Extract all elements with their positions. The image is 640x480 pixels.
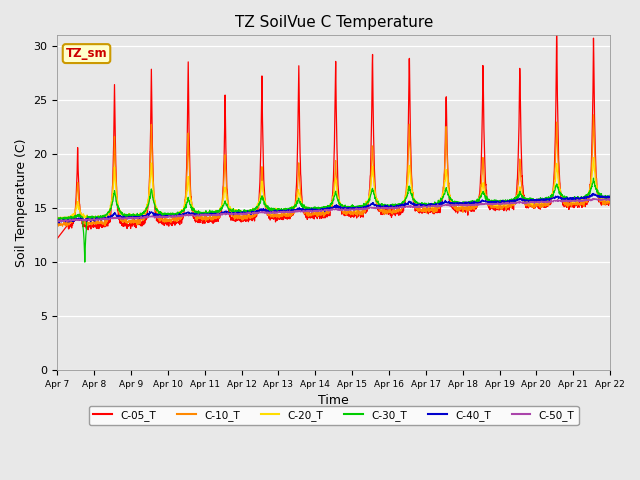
C-40_T [55, 220, 63, 226]
C-50_T [54, 219, 61, 225]
C-50_T [606, 197, 614, 203]
C-40_T [362, 204, 370, 210]
C-30_T [573, 196, 580, 202]
C-05_T [557, 195, 565, 201]
Text: TZ_sm: TZ_sm [66, 47, 108, 60]
C-05_T [350, 210, 358, 216]
C-10_T [589, 112, 597, 118]
Line: C-20_T: C-20_T [58, 157, 610, 220]
C-10_T [59, 223, 67, 229]
C-10_T [208, 217, 216, 223]
C-20_T [54, 215, 61, 220]
C-10_T [350, 210, 358, 216]
C-40_T [589, 191, 597, 196]
C-40_T [54, 218, 61, 224]
C-05_T [54, 236, 61, 241]
C-20_T [589, 155, 597, 160]
Line: C-30_T: C-30_T [58, 178, 610, 262]
C-20_T [362, 201, 370, 206]
C-30_T [208, 210, 216, 216]
C-40_T [495, 200, 502, 205]
C-10_T [362, 206, 370, 212]
C-50_T [362, 206, 370, 212]
C-20_T [573, 199, 580, 204]
C-05_T [207, 219, 215, 225]
C-50_T [495, 201, 502, 207]
C-50_T [208, 212, 216, 218]
C-30_T [81, 259, 88, 265]
C-30_T [362, 201, 370, 207]
Line: C-10_T: C-10_T [58, 115, 610, 226]
C-50_T [589, 196, 597, 202]
C-30_T [606, 192, 614, 198]
C-50_T [557, 198, 565, 204]
C-30_T [495, 199, 502, 205]
C-30_T [557, 192, 565, 197]
C-20_T [56, 217, 63, 223]
C-05_T [606, 201, 614, 206]
C-20_T [495, 202, 502, 208]
C-10_T [557, 193, 565, 199]
Line: C-50_T: C-50_T [58, 199, 610, 222]
X-axis label: Time: Time [318, 395, 349, 408]
C-40_T [208, 212, 216, 217]
C-30_T [54, 217, 61, 223]
C-30_T [350, 206, 358, 212]
C-40_T [606, 194, 614, 200]
C-10_T [573, 201, 580, 206]
C-10_T [606, 197, 614, 203]
C-20_T [350, 206, 358, 212]
C-40_T [350, 206, 358, 212]
C-20_T [557, 192, 565, 198]
C-05_T [362, 210, 369, 216]
C-05_T [495, 207, 502, 213]
C-40_T [557, 197, 565, 203]
C-50_T [573, 197, 580, 203]
C-50_T [54, 219, 61, 225]
Title: TZ SoilVue C Temperature: TZ SoilVue C Temperature [235, 15, 433, 30]
C-05_T [553, 32, 561, 37]
C-10_T [54, 221, 61, 227]
Legend: C-05_T, C-10_T, C-20_T, C-30_T, C-40_T, C-50_T: C-05_T, C-10_T, C-20_T, C-30_T, C-40_T, … [89, 406, 579, 425]
C-20_T [208, 211, 216, 216]
C-10_T [495, 206, 502, 212]
C-30_T [589, 175, 597, 181]
C-20_T [606, 197, 614, 203]
Line: C-05_T: C-05_T [58, 35, 610, 239]
C-05_T [573, 201, 580, 206]
C-50_T [350, 207, 358, 213]
Line: C-40_T: C-40_T [58, 193, 610, 223]
C-40_T [573, 195, 580, 201]
Y-axis label: Soil Temperature (C): Soil Temperature (C) [15, 138, 28, 267]
